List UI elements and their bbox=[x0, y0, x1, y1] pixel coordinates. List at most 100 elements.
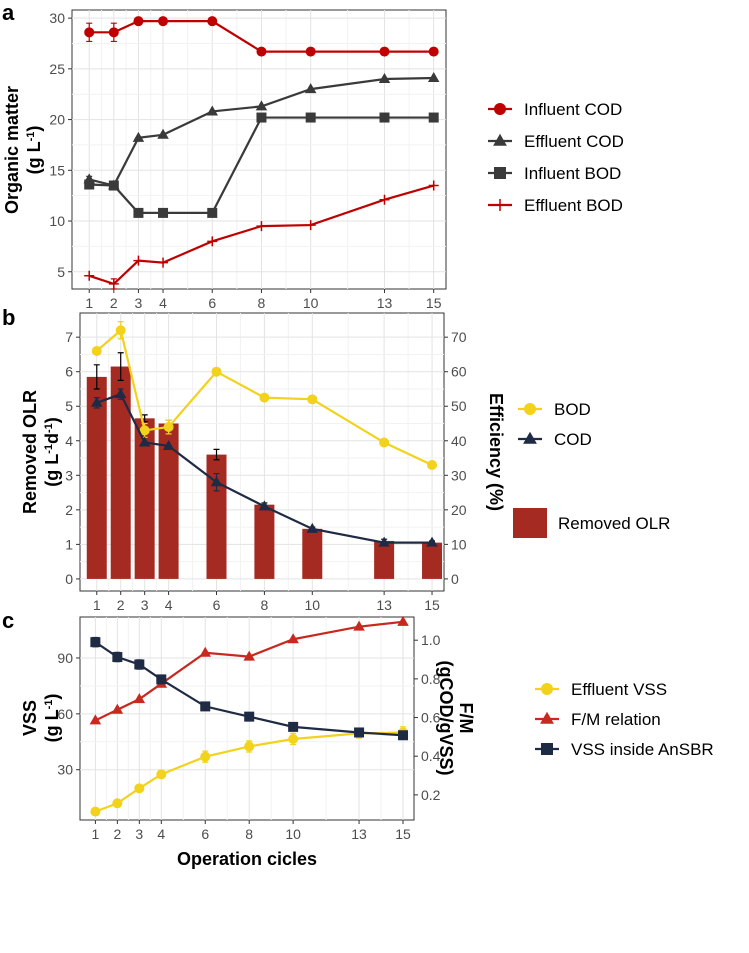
x-tick-label: 13 bbox=[351, 826, 367, 842]
data-point bbox=[211, 366, 222, 377]
data-point bbox=[305, 112, 316, 123]
y2-tick-label: 0 bbox=[451, 571, 459, 587]
y2-tick-label: 70 bbox=[451, 329, 467, 345]
x-tick-label: 15 bbox=[395, 826, 411, 842]
y-axis-title-a: Organic matter bbox=[2, 86, 22, 214]
y-tick-label: 60 bbox=[57, 706, 73, 722]
data-point bbox=[428, 46, 439, 57]
x-tick-label: 4 bbox=[159, 295, 167, 311]
data-point bbox=[156, 674, 167, 685]
legend-bar-swatch bbox=[513, 508, 547, 538]
data-point bbox=[200, 751, 211, 762]
y2-tick-label: 0.6 bbox=[421, 710, 441, 726]
data-point bbox=[428, 180, 439, 191]
y2-tick-label: 10 bbox=[451, 536, 467, 552]
data-point bbox=[90, 637, 101, 648]
y-tick-label: 30 bbox=[49, 10, 65, 26]
y2-axis-title-b: Efficiency (%) bbox=[486, 393, 506, 511]
legend-marker bbox=[494, 167, 506, 179]
y2-tick-label: 0.2 bbox=[421, 787, 441, 803]
legend-marker bbox=[494, 103, 506, 115]
data-point bbox=[304, 83, 317, 94]
x-tick-label: 10 bbox=[285, 826, 301, 842]
data-point bbox=[133, 16, 144, 27]
data-point bbox=[158, 16, 169, 27]
y2-tick-label: 0.4 bbox=[421, 748, 441, 764]
data-point bbox=[243, 650, 255, 661]
x-tick-label: 3 bbox=[141, 597, 149, 613]
y2-tick-label: 30 bbox=[451, 467, 467, 483]
data-point bbox=[162, 439, 175, 450]
y-tick-label: 90 bbox=[57, 650, 73, 666]
data-point bbox=[200, 701, 211, 712]
data-point bbox=[397, 615, 409, 626]
data-point bbox=[379, 194, 390, 205]
legend-marker bbox=[523, 431, 537, 444]
bar bbox=[302, 528, 323, 579]
data-point bbox=[114, 388, 127, 399]
y2-tick-label: 50 bbox=[451, 398, 467, 414]
y2-tick-label: 20 bbox=[451, 502, 467, 518]
data-point bbox=[287, 633, 299, 644]
legend-label: Influent COD bbox=[524, 100, 622, 119]
x-tick-label: 4 bbox=[165, 597, 173, 613]
data-point bbox=[112, 652, 123, 663]
bar bbox=[158, 423, 179, 579]
x-tick-label: 8 bbox=[258, 295, 266, 311]
x-tick-label: 2 bbox=[117, 597, 125, 613]
data-point bbox=[256, 46, 267, 57]
data-point bbox=[378, 72, 391, 83]
bar bbox=[134, 418, 155, 579]
data-point bbox=[255, 100, 268, 111]
data-point bbox=[115, 325, 126, 336]
data-point bbox=[207, 207, 218, 218]
y-tick-label: 5 bbox=[65, 398, 73, 414]
legend-marker bbox=[494, 199, 506, 211]
y-axis-title-c: VSS bbox=[20, 700, 40, 736]
y-tick-label: 10 bbox=[49, 213, 65, 229]
bar bbox=[254, 504, 275, 579]
data-point bbox=[306, 522, 319, 533]
data-point bbox=[428, 112, 439, 123]
legend-marker bbox=[493, 133, 507, 146]
x-tick-label: 3 bbox=[135, 826, 143, 842]
y-tick-label: 2 bbox=[65, 502, 73, 518]
data-point bbox=[133, 255, 144, 266]
x-axis-title: Operation cicles bbox=[177, 849, 317, 869]
data-point bbox=[379, 46, 390, 57]
x-tick-label: 6 bbox=[208, 295, 216, 311]
data-point bbox=[84, 270, 95, 281]
x-tick-label: 13 bbox=[376, 597, 392, 613]
data-point bbox=[244, 741, 255, 752]
data-point bbox=[112, 798, 123, 809]
y2-tick-label: 0.8 bbox=[421, 671, 441, 687]
data-point bbox=[288, 721, 299, 732]
y-tick-label: 25 bbox=[49, 61, 65, 77]
data-point bbox=[398, 730, 409, 741]
data-point bbox=[354, 727, 365, 738]
y2-axis-title-c: F/M bbox=[456, 703, 476, 734]
y-tick-label: 4 bbox=[65, 433, 73, 449]
legend-label: Effluent BOD bbox=[524, 196, 623, 215]
data-point bbox=[134, 659, 145, 670]
y-tick-label: 6 bbox=[65, 364, 73, 380]
data-point bbox=[108, 27, 119, 38]
x-tick-label: 6 bbox=[213, 597, 221, 613]
data-point bbox=[305, 220, 316, 231]
data-point bbox=[132, 131, 145, 142]
data-point bbox=[207, 236, 218, 247]
x-tick-label: 10 bbox=[303, 295, 319, 311]
y-tick-label: 3 bbox=[65, 467, 73, 483]
data-point bbox=[133, 693, 146, 704]
x-tick-label: 2 bbox=[113, 826, 121, 842]
data-point bbox=[427, 459, 438, 470]
data-point bbox=[206, 105, 218, 116]
data-point bbox=[256, 112, 267, 123]
data-point bbox=[427, 71, 440, 82]
legend-marker bbox=[541, 743, 553, 755]
y2-tick-label: 1.0 bbox=[421, 632, 441, 648]
x-tick-label: 8 bbox=[260, 597, 268, 613]
legend-marker bbox=[541, 683, 553, 695]
data-point bbox=[207, 16, 218, 27]
